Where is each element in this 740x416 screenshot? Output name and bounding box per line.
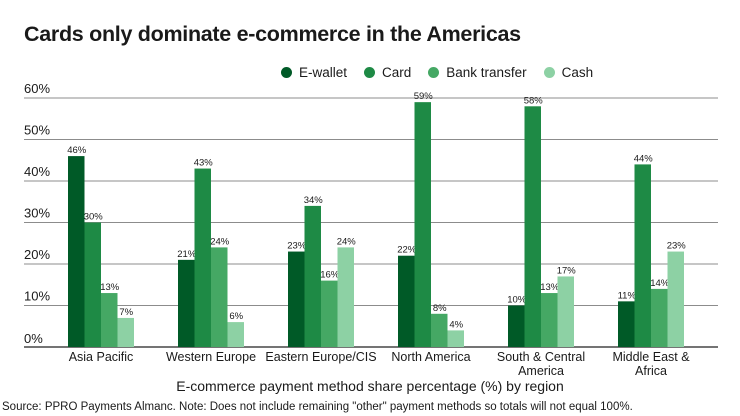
data-label: 46% <box>67 145 87 156</box>
bar <box>227 322 244 347</box>
legend-label: Bank transfer <box>446 64 527 80</box>
legend: E-wallet Card Bank transfer Cash <box>281 63 610 81</box>
data-label: 13% <box>100 282 120 293</box>
y-tick-label: 20% <box>24 247 50 262</box>
data-label: 44% <box>634 153 654 164</box>
data-label: 22% <box>397 245 417 256</box>
bar <box>667 251 684 347</box>
bar <box>101 293 118 347</box>
bar <box>117 317 134 347</box>
data-label: 21% <box>177 249 197 260</box>
bar <box>414 102 431 348</box>
bar <box>634 164 651 347</box>
x-tick-label: Asia Pacific <box>69 350 134 364</box>
bar <box>84 222 101 347</box>
bar <box>447 330 464 347</box>
legend-item: Bank transfer <box>428 64 527 80</box>
legend-swatch <box>428 66 440 78</box>
legend-swatch <box>281 66 292 78</box>
data-label: 58% <box>524 95 544 106</box>
y-tick-label: 50% <box>24 123 50 138</box>
x-tick-label: North America <box>391 350 470 364</box>
data-label: 8% <box>433 303 447 314</box>
x-axis-label: E-commerce payment method share percenta… <box>176 378 564 394</box>
data-label: 23% <box>667 241 687 252</box>
bar <box>337 247 354 347</box>
bar <box>304 205 321 347</box>
y-tick-label: 60% <box>24 81 50 96</box>
chart-title: Cards only dominate e-commerce in the Am… <box>24 22 521 46</box>
legend-item: Card <box>364 65 411 80</box>
legend-label: E-wallet <box>299 64 348 80</box>
legend-item: E-wallet <box>281 65 347 80</box>
legend-item: Cash <box>543 64 594 80</box>
bar <box>321 280 338 347</box>
legend-label: Cash <box>561 64 594 80</box>
y-tick-label: 10% <box>24 289 50 304</box>
bar <box>431 313 448 347</box>
data-label: 11% <box>618 290 637 301</box>
legend-label: Card <box>382 64 412 80</box>
bar <box>398 255 415 347</box>
data-label: 23% <box>287 241 307 252</box>
data-label: 7% <box>119 307 133 318</box>
data-label: 4% <box>449 319 463 330</box>
data-label: 34% <box>304 195 324 206</box>
data-label: 17% <box>557 265 577 276</box>
x-tick-label: Eastern Europe/CIS <box>265 350 376 364</box>
data-label: 59% <box>414 91 434 102</box>
y-tick-label: 0% <box>24 331 43 346</box>
data-label: 13% <box>540 282 560 293</box>
bar <box>618 301 635 347</box>
legend-swatch <box>364 66 376 78</box>
source-note: Source: PPRO Payments Almanc. Note: Does… <box>2 401 633 413</box>
data-label: 43% <box>194 158 214 169</box>
bar <box>508 305 525 347</box>
data-label: 16% <box>320 270 340 281</box>
bar <box>524 106 541 347</box>
bar <box>211 247 228 347</box>
x-tick-label: South & Central America <box>497 350 585 378</box>
legend-swatch <box>543 66 555 78</box>
bar <box>68 156 85 347</box>
data-label: 14% <box>650 278 670 289</box>
data-label: 24% <box>210 236 230 247</box>
bar <box>651 288 668 347</box>
x-tick-label: Western Europe <box>166 350 256 364</box>
bar <box>541 293 558 347</box>
bar <box>288 251 305 347</box>
data-label: 30% <box>84 212 104 223</box>
data-label: 10% <box>507 295 527 306</box>
data-label: 24% <box>337 236 357 247</box>
y-tick-label: 30% <box>24 206 50 221</box>
data-label: 6% <box>229 311 243 322</box>
bar <box>178 259 195 347</box>
bar <box>557 276 574 347</box>
bar <box>194 168 211 347</box>
y-tick-label: 40% <box>24 164 50 179</box>
x-tick-label: Middle East & Africa <box>612 350 690 378</box>
